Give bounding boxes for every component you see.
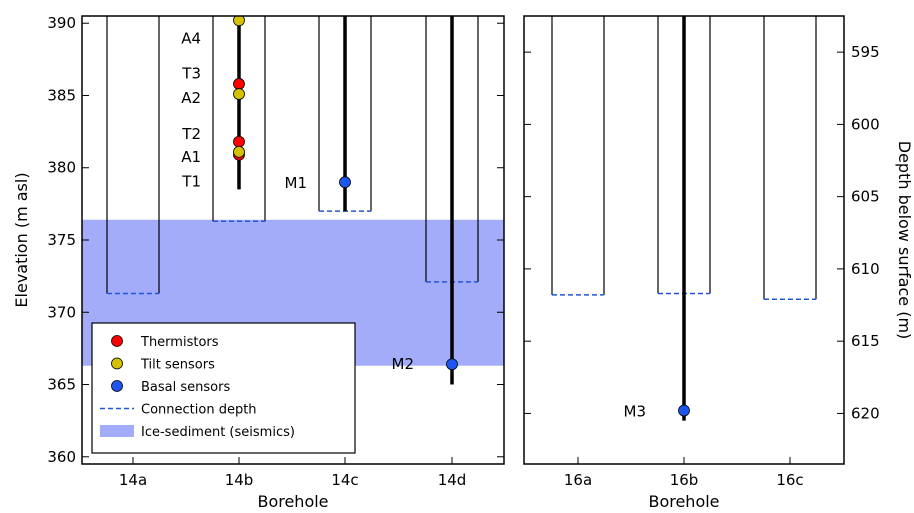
left-y-axis-title: Elevation (m asl) [12,172,31,307]
depth-tick-label-610: 610 [851,260,880,278]
legend-patch-ice-sediment-seismics [100,425,134,437]
sensor-label-a4: A4 [181,30,201,48]
y-tick-label-365: 365 [47,376,76,394]
sensor-label-t3: T3 [181,64,201,82]
sensor-tilt-a4 [233,16,245,27]
sensor-label-t2: T2 [181,125,201,143]
legend-label-thermistors: Thermistors [140,335,219,350]
y-tick-label-385: 385 [47,86,76,104]
sensor-thermistor-t3 [233,78,245,90]
sensor-label-a1: A1 [181,148,201,166]
depth-tick-label-605: 605 [851,188,880,206]
sensor-thermistor-t2 [233,135,245,148]
y-tick-label-370: 370 [47,303,76,321]
right-boreholes [551,16,817,421]
borehole-walls-14d [425,16,479,282]
left-sensor-labels: A4 T3 A2 T2 A1 T1 M1 M2 [181,30,414,373]
depth-tick-label-600: 600 [851,115,880,133]
sensor-tilt-a1 [233,145,245,158]
legend-marker-thermistors [111,335,123,347]
y-tick-label-375: 375 [47,231,76,249]
borehole-walls-14b [212,16,266,222]
borehole-walls-16a [551,16,605,295]
legend-box [91,322,356,454]
legend-label-connection-depth: Connection depth [141,403,257,418]
legend: Thermistors Tilt sensors Basal sensors Conn… [91,322,356,454]
y-tick-label-380: 380 [47,159,76,177]
depth-tick-label-615: 615 [851,332,880,350]
left-axis-ticks: 360 365 370 375 380 385 390 14a 14b 14c 14d [47,14,504,489]
sensor-basal-m1 [339,176,351,189]
legend-marker-tilt-sensors [111,357,123,370]
left-x-axis-title: Borehole [257,492,328,511]
right-axis-ticks: 595 600 605 610 615 620 16a 16b 16c [524,43,880,489]
legend-marker-basal-sensors [111,380,123,392]
sensor-basal-m2 [446,358,458,371]
sensor-tilt-a2 [233,88,245,100]
sensor-label-m3: M3 [624,403,647,421]
x-tick-label-14b: 14b [225,471,254,489]
left-sensors [233,16,458,371]
borehole-walls-16b [657,16,711,294]
borehole-walls-14c [318,16,372,212]
x-tick-label-16a: 16a [564,471,592,489]
sensor-label-m2: M2 [392,355,415,373]
sensor-label-a2: A2 [181,89,201,107]
borehole-walls-16c [763,16,817,300]
depth-tick-label-620: 620 [851,404,880,422]
legend-label-basal-sensors: Basal sensors [141,380,230,395]
legend-label-ice-sediment-seismics: Ice-sediment (seismics) [141,425,295,440]
depth-tick-label-595: 595 [851,43,880,61]
x-tick-label-14c: 14c [331,471,358,489]
x-tick-label-14d: 14d [438,471,467,489]
sensor-basal-m3 [678,404,690,417]
x-tick-label-14a: 14a [119,471,147,489]
right-sensors [678,404,690,417]
borehole-walls-14a [106,16,160,294]
right-y-axis-title: Depth below surface (m) [895,141,914,340]
sensor-label-t1: T1 [181,173,201,191]
right-x-axis-title: Borehole [648,492,719,511]
legend-label-tilt-sensors: Tilt sensors [140,358,215,373]
sensor-label-m1: M1 [285,174,308,192]
x-tick-label-16c: 16c [776,471,803,489]
y-tick-label-360: 360 [47,448,76,466]
x-tick-label-16b: 16b [670,471,699,489]
right-sensor-labels: M3 [624,403,647,421]
y-tick-label-390: 390 [47,14,76,32]
